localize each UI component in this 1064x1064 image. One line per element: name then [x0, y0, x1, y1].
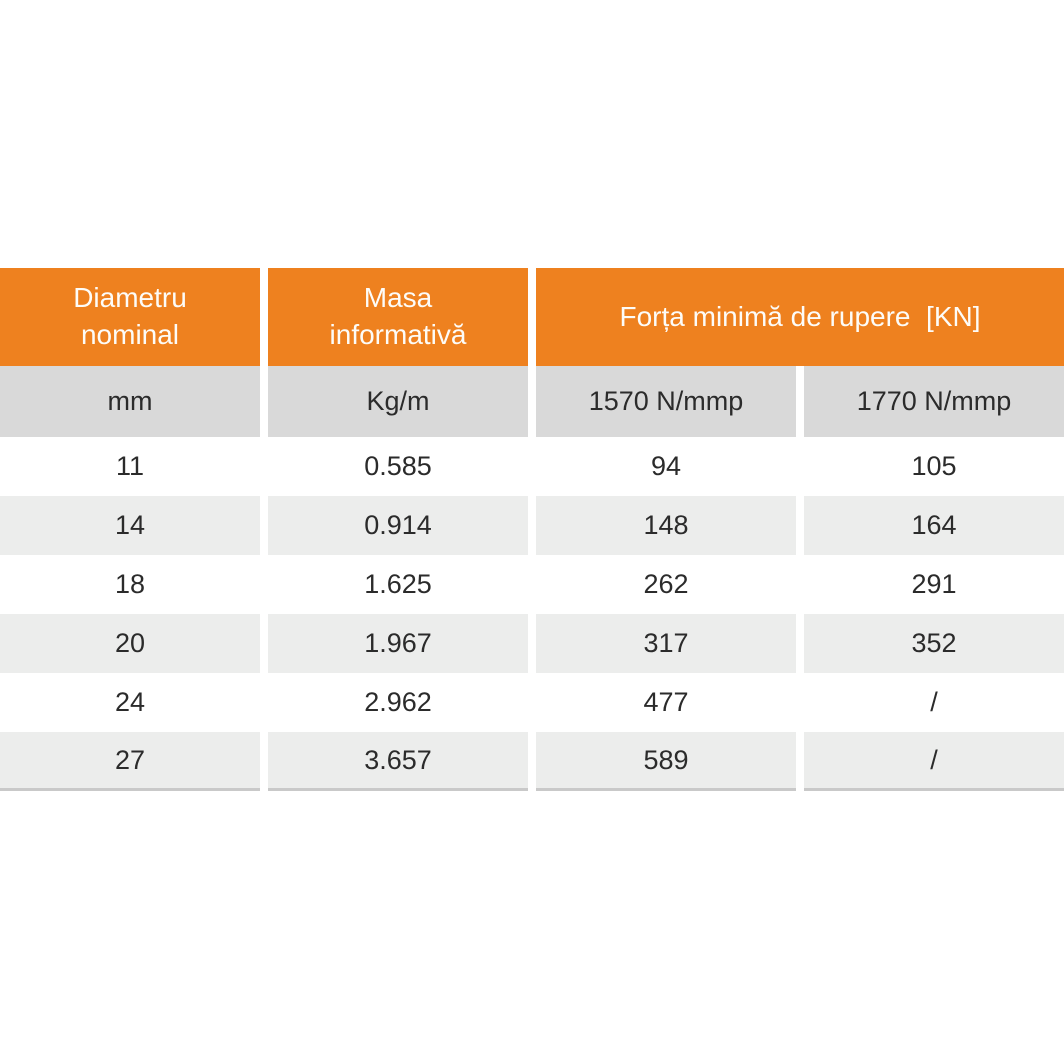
table-cell: / — [804, 673, 1064, 732]
table-cell: 1.967 — [268, 614, 528, 673]
table-cell: 24 — [0, 673, 260, 732]
table-cell: 14 — [0, 496, 260, 555]
table-cell: 589 — [536, 732, 796, 791]
rope-spec-table: Diametru nominal Masa informativă Forța … — [0, 268, 1064, 791]
header-forta-minima-de-rupere: Forța minimă de rupere [KN] — [536, 268, 1064, 366]
table-cell: 18 — [0, 555, 260, 614]
unit-header-mm: mm — [0, 366, 260, 437]
unit-header-1570-n-mmp: 1570 N/mmp — [536, 366, 796, 437]
table-cell: 0.914 — [268, 496, 528, 555]
table-cell: 27 — [0, 732, 260, 791]
table-cell: 352 — [804, 614, 1064, 673]
table-cell: 148 — [536, 496, 796, 555]
table-cell: 0.585 — [268, 437, 528, 496]
table-cell: 20 — [0, 614, 260, 673]
table-cell: 2.962 — [268, 673, 528, 732]
table-cell: 105 — [804, 437, 1064, 496]
table-cell: 262 — [536, 555, 796, 614]
table-cell: 317 — [536, 614, 796, 673]
unit-header-1770-n-mmp: 1770 N/mmp — [804, 366, 1064, 437]
table-cell: 291 — [804, 555, 1064, 614]
unit-header-kg-per-m: Kg/m — [268, 366, 528, 437]
table-cell: 1.625 — [268, 555, 528, 614]
table-cell: / — [804, 732, 1064, 791]
table-cell: 11 — [0, 437, 260, 496]
table-cell: 164 — [804, 496, 1064, 555]
header-masa-informativa: Masa informativă — [268, 268, 528, 366]
table-cell: 477 — [536, 673, 796, 732]
header-diametru-nominal: Diametru nominal — [0, 268, 260, 366]
table-cell: 3.657 — [268, 732, 528, 791]
table-cell: 94 — [536, 437, 796, 496]
